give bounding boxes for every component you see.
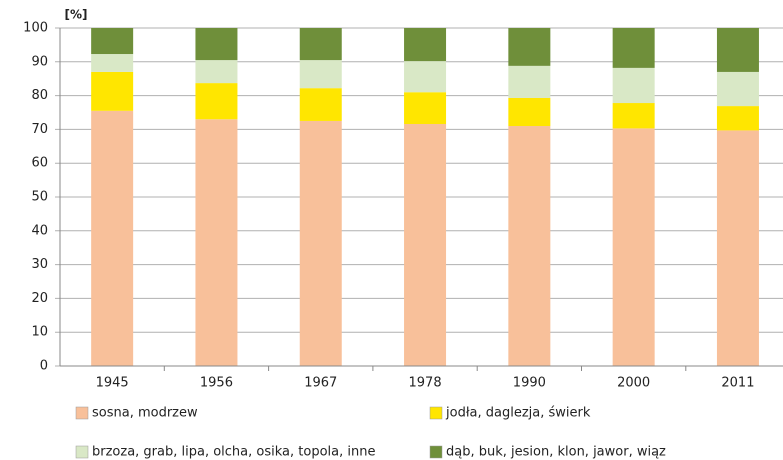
y-tick-label: 30	[31, 257, 48, 272]
bar-segment	[91, 71, 134, 111]
x-tick-label: 2011	[721, 376, 754, 391]
legend-label: dąb, buk, jesion, klon, jawor, wiąz	[446, 445, 666, 460]
legend-swatch	[75, 445, 89, 459]
legend-swatch	[429, 445, 443, 459]
y-tick-label: 10	[31, 325, 48, 340]
y-tick-label: 90	[31, 54, 48, 69]
x-tick-label: 1967	[304, 376, 337, 391]
bar-segment	[195, 28, 238, 61]
y-tick-label: 50	[31, 190, 48, 205]
bar-segment	[195, 83, 238, 120]
bar-segment	[91, 54, 134, 72]
y-tick-label: 60	[31, 156, 48, 171]
legend-label: brzoza, grab, lipa, olcha, osika, topola…	[92, 445, 375, 460]
bar-segment	[716, 130, 759, 366]
legend-swatch	[75, 406, 89, 420]
y-tick-label: 20	[31, 291, 48, 306]
x-tick-label: 1956	[200, 376, 233, 391]
bar-segment	[508, 97, 551, 127]
bar-segment	[195, 119, 238, 366]
y-tick-label: 70	[31, 122, 48, 137]
y-tick-label: 0	[40, 359, 48, 374]
bar-segment	[91, 28, 134, 55]
bar-segment	[508, 28, 551, 66]
x-tick-label: 1945	[96, 376, 129, 391]
y-axis-unit: [%]	[65, 8, 88, 22]
x-tick-label: 1990	[513, 376, 546, 391]
bar-segment	[299, 88, 342, 121]
y-tick-label: 100	[23, 21, 48, 36]
legend-label: jodła, daglezja, świerk	[445, 406, 591, 421]
legend-label: sosna, modrzew	[92, 406, 198, 421]
y-tick-label: 80	[31, 88, 48, 103]
bar-segment	[404, 92, 447, 124]
bar-segment	[716, 106, 759, 131]
bar-segment	[612, 103, 655, 129]
bar-segment	[195, 60, 238, 84]
bar-segment	[716, 71, 759, 107]
y-tick-label: 40	[31, 223, 48, 238]
bar-segment	[299, 120, 342, 366]
bar-segment	[508, 65, 551, 98]
bar-segment	[612, 128, 655, 366]
bar-segment	[612, 67, 655, 104]
bar-segment	[404, 61, 447, 93]
bar-segment	[716, 28, 759, 72]
x-tick-label: 1978	[409, 376, 442, 391]
bar-segment	[299, 28, 342, 61]
legend-swatch	[429, 406, 443, 420]
bar-segment	[508, 126, 551, 367]
x-tick-label: 2000	[617, 376, 650, 391]
bar-segment	[91, 110, 134, 366]
bar-segment	[404, 123, 447, 366]
bar-segment	[404, 28, 447, 62]
bar-segment	[612, 28, 655, 68]
bar-segment	[299, 60, 342, 89]
